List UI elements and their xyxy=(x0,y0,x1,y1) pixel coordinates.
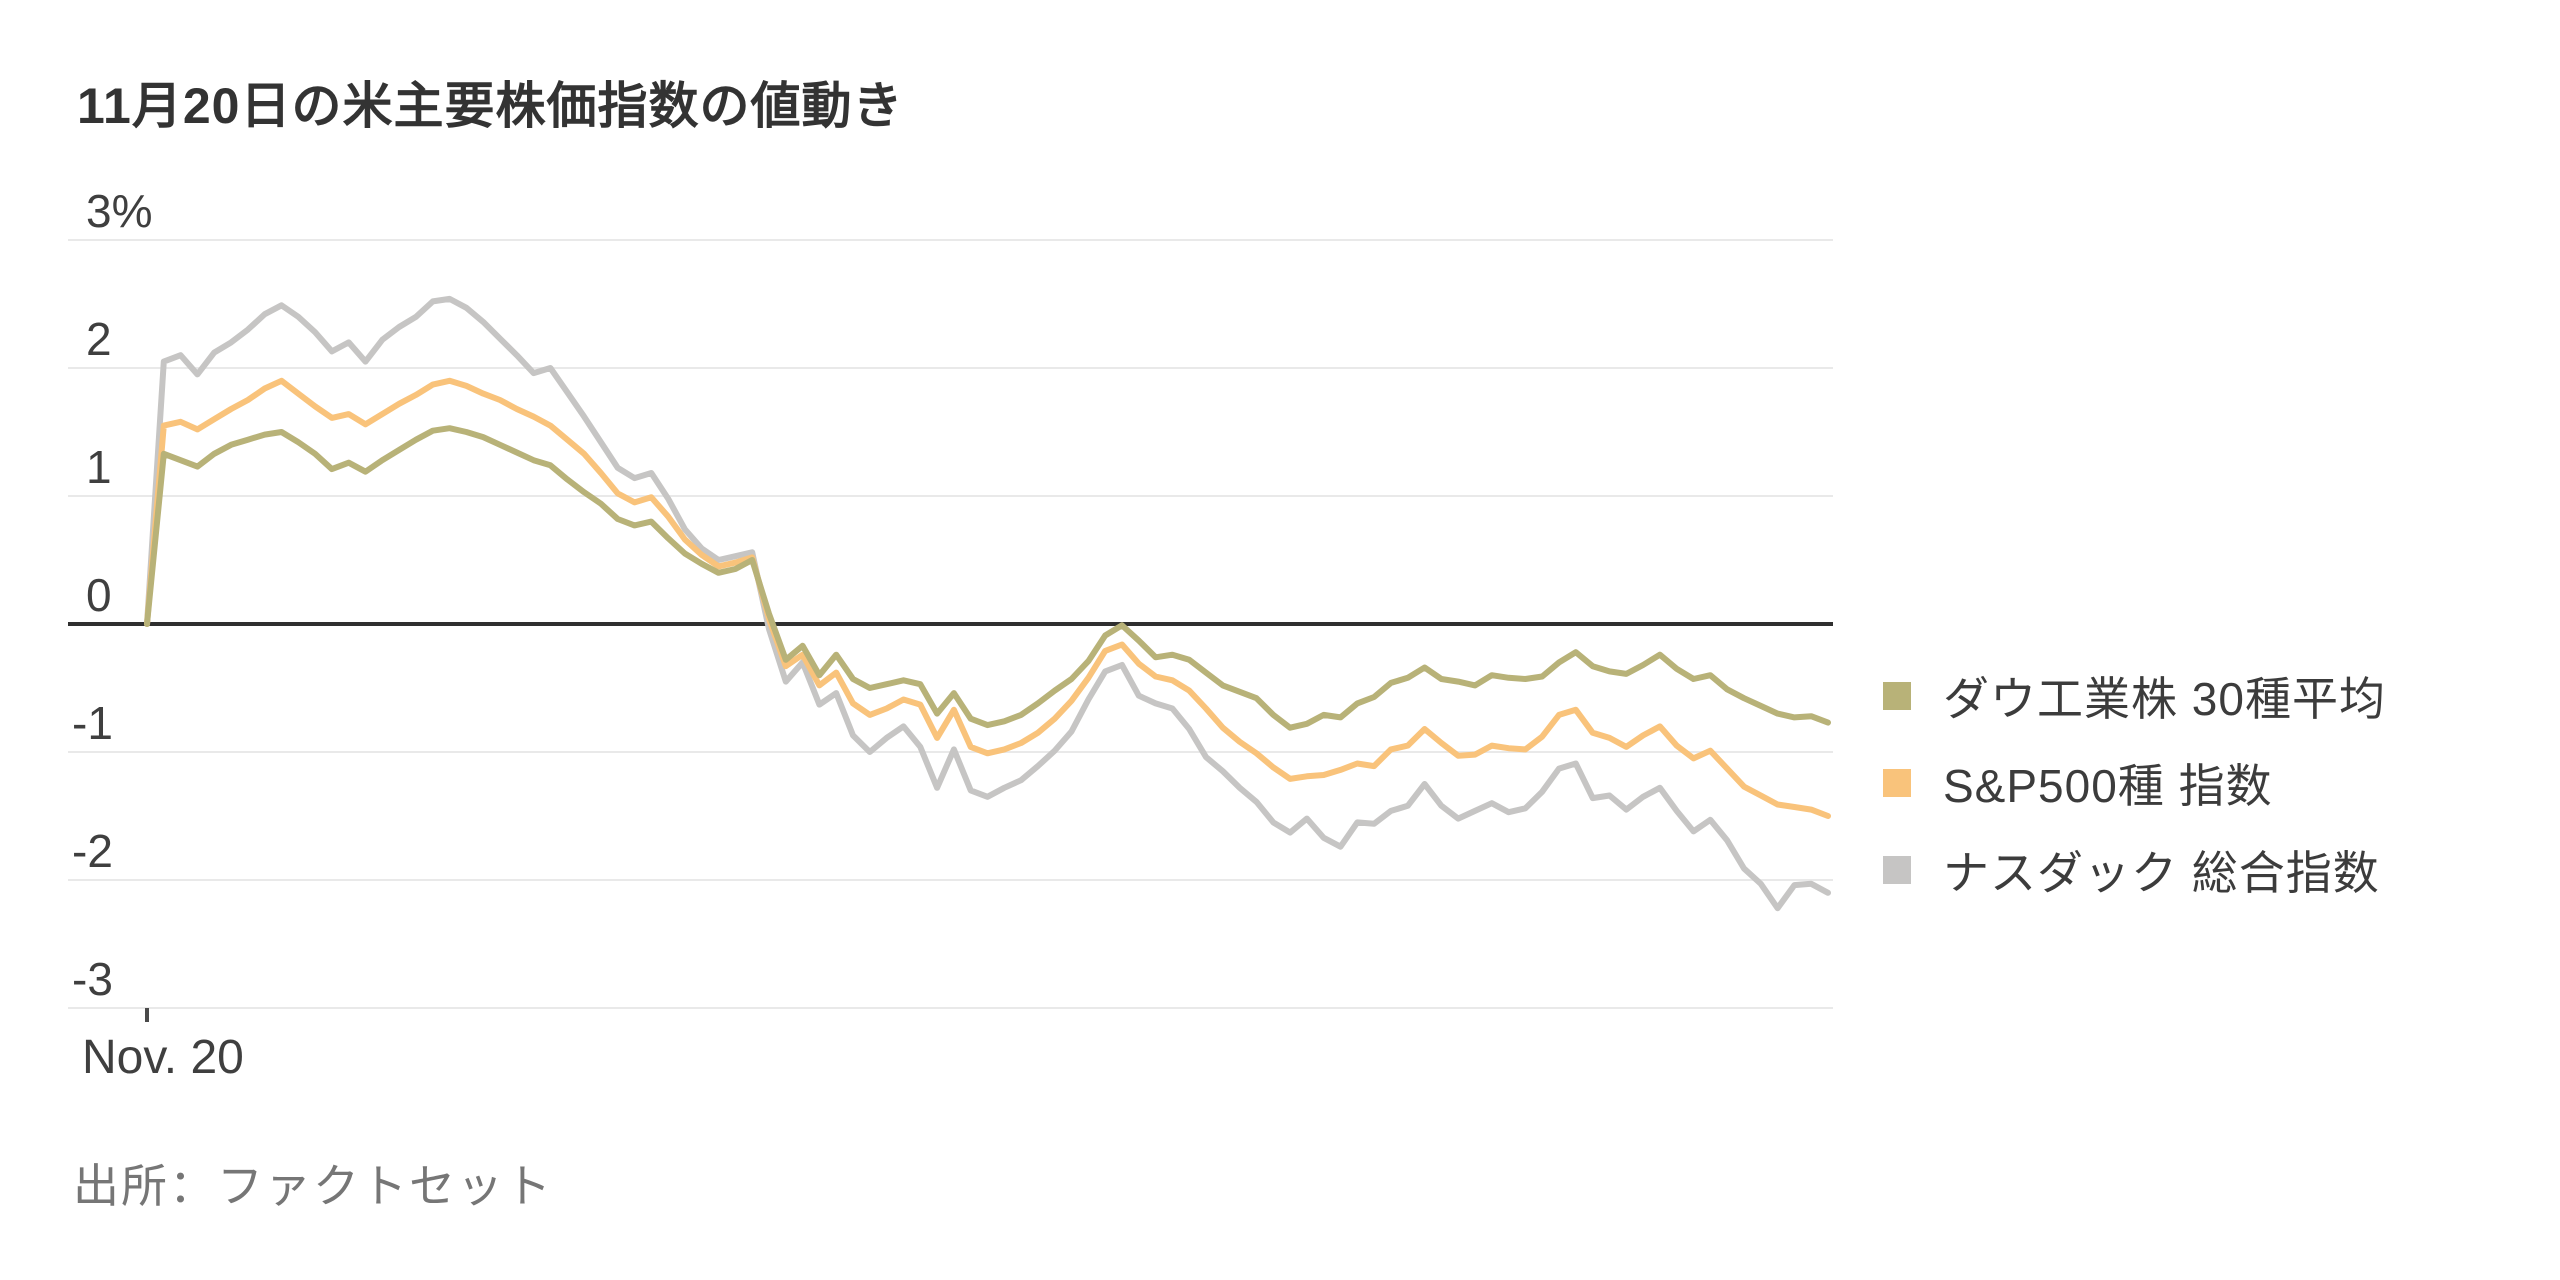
legend-label-dow: ダウ工業株 30種平均 xyxy=(1943,673,2386,725)
legend-item-nasdaq: ナスダック 総合指数 xyxy=(1883,842,2543,899)
x-axis-label: Nov. 20 xyxy=(82,1031,244,1084)
sp500-line xyxy=(144,377,1831,819)
dow-line xyxy=(144,425,1831,731)
y-axis-label-0: 0 xyxy=(86,569,112,621)
legend-item-sp500: S&P500種 指数 xyxy=(1883,755,2543,812)
legend: ダウ工業株 30種平均 S&P500種 指数 ナスダック 総合指数 xyxy=(1883,668,2543,929)
y-axis-label-neg2: -2 xyxy=(72,825,113,877)
source-note: 出所：ファクトセット xyxy=(73,1160,553,1212)
nasdaq-color-swatch xyxy=(1883,856,1911,884)
dow-color-swatch xyxy=(1883,682,1911,710)
gridlines xyxy=(68,239,1833,1009)
legend-label-sp500: S&P500種 指数 xyxy=(1943,760,2273,812)
y-axis-label-neg1: -1 xyxy=(72,697,113,749)
y-axis-label-2: 2 xyxy=(86,313,112,365)
sp500-color-swatch xyxy=(1883,769,1911,797)
y-axis-label-neg3: -3 xyxy=(72,953,113,1005)
series-lines xyxy=(144,295,1831,912)
y-axis-label-3pct: 3% xyxy=(86,185,153,237)
chart-title: 11月20日の米主要株価指数の値動き xyxy=(77,78,904,134)
nasdaq-line xyxy=(144,295,1831,912)
y-axis-label-1: 1 xyxy=(86,441,112,493)
legend-label-nasdaq: ナスダック 総合指数 xyxy=(1943,847,2380,899)
legend-item-dow: ダウ工業株 30種平均 xyxy=(1883,668,2543,725)
